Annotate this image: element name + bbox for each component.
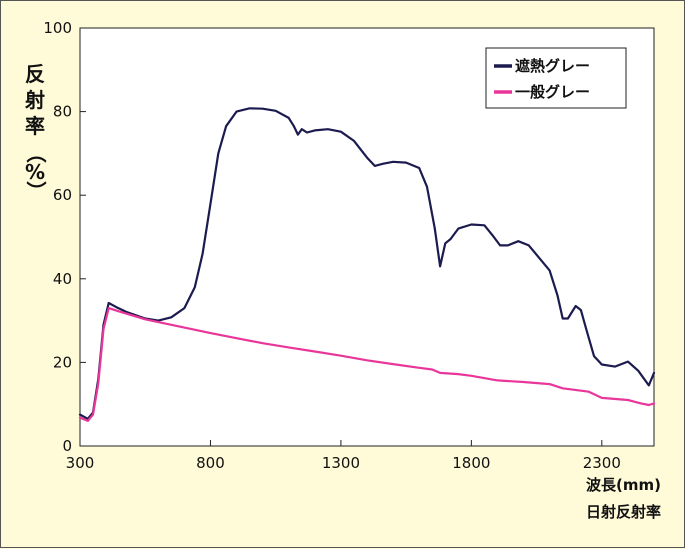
y-tick-label: 60 bbox=[53, 186, 72, 204]
x-tick-label: 800 bbox=[196, 454, 225, 472]
y-tick-label: 0 bbox=[62, 437, 72, 455]
series-line-2 bbox=[78, 307, 656, 422]
y-tick-label: 100 bbox=[43, 19, 72, 37]
x-tick-label: 2300 bbox=[583, 454, 621, 472]
x-tick-label: 1800 bbox=[452, 454, 490, 472]
legend-box bbox=[485, 47, 627, 109]
y-tick-label: 80 bbox=[53, 103, 72, 121]
x-tick-label: 1300 bbox=[322, 454, 360, 472]
y-axis-label-char: （ bbox=[24, 143, 48, 163]
y-axis: 0 20 40 60 80 100 bbox=[43, 19, 86, 455]
y-axis-label-char: 反 bbox=[25, 62, 45, 86]
x-axis-label: 波長(mm) bbox=[586, 476, 661, 494]
y-tick-label: 40 bbox=[53, 270, 72, 288]
y-axis-label-char: ） bbox=[24, 181, 48, 201]
y-tick-label: 20 bbox=[53, 353, 72, 371]
legend-entry-label: 遮熱グレー bbox=[515, 57, 590, 75]
x-axis: 300 800 1300 1800 2300 bbox=[66, 440, 621, 472]
series-line-1 bbox=[78, 107, 656, 420]
y-axis-label-char: 率 bbox=[25, 114, 45, 138]
legend-entry-label: 一般グレー bbox=[515, 83, 590, 101]
y-axis-label: 反射率 （%） bbox=[24, 62, 48, 201]
y-axis-label-char: 射 bbox=[24, 88, 45, 112]
y-axis-label-char: % bbox=[25, 160, 45, 184]
series-layer bbox=[78, 107, 656, 422]
x-axis-sublabel: 日射反射率 bbox=[586, 503, 661, 521]
x-tick-label: 300 bbox=[66, 454, 95, 472]
